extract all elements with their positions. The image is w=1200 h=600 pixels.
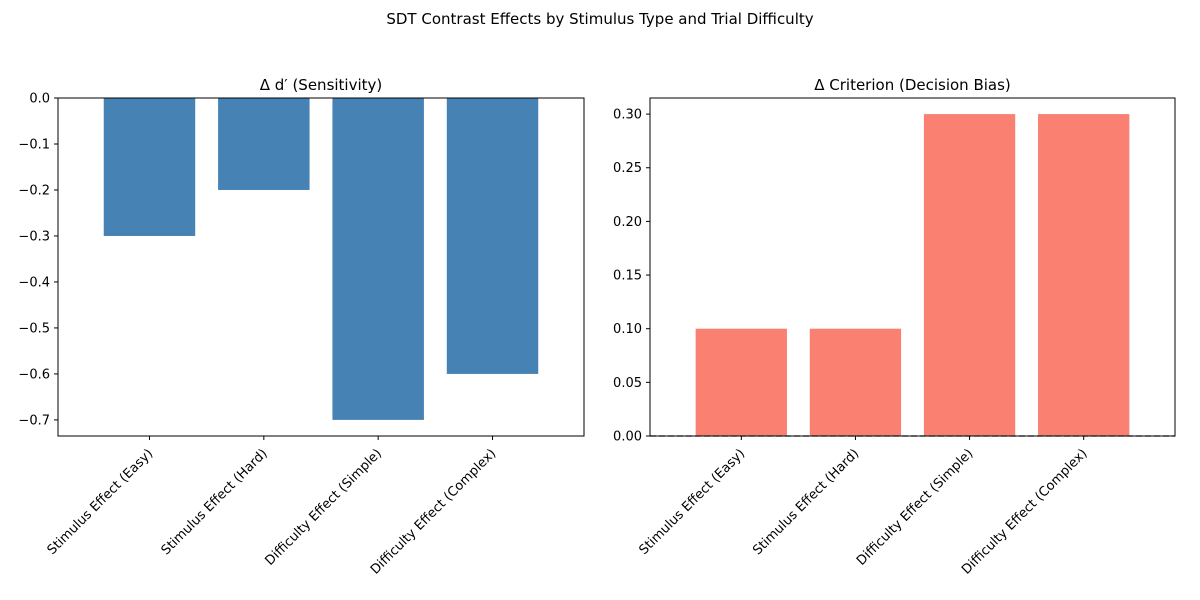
y-tick-label: 0.0	[29, 92, 50, 107]
axes-frame	[649, 97, 1176, 437]
bar-difficulty-complex	[446, 98, 539, 374]
chart-delta-criterion: Δ Criterion (Decision Bias) 0.00 0.05 0.10 0…	[613, 76, 1176, 578]
x-tick-label-difficulty-complex: Difficulty Effect (Complex)	[368, 446, 499, 577]
x-tick-label-difficulty-simple: Difficulty Effect (Simple)	[263, 446, 385, 568]
x-tick-label-stimulus-hard: Stimulus Effect (Hard)	[159, 446, 271, 558]
bar-stimulus-easy	[695, 328, 787, 436]
y-tick-label: 0.15	[613, 269, 642, 284]
y-tick-label: −0.6	[18, 367, 50, 382]
chart-delta-dprime: Δ d′ (Sensitivity) 0.0 −0.1 −0.2 −0.3 −0.4 −0.…	[18, 76, 585, 578]
y-tick-label: 0.30	[613, 108, 642, 123]
axes-frame	[57, 97, 585, 437]
y-tick-label: 0.10	[613, 322, 642, 337]
y-tick-label: −0.2	[18, 183, 50, 198]
chart-title: Δ d′ (Sensitivity)	[260, 76, 383, 94]
y-tick-label: −0.7	[18, 413, 50, 428]
bar-stimulus-hard	[218, 98, 310, 190]
figure-suptitle: SDT Contrast Effects by Stimulus Type an…	[386, 10, 813, 28]
y-tick-label: 0.25	[613, 161, 642, 176]
y-tick-label: 0.05	[613, 376, 642, 391]
y-tick-label: 0.00	[613, 430, 642, 445]
bar-stimulus-easy	[103, 98, 196, 236]
y-tick-label: −0.5	[18, 321, 50, 336]
x-tick-label-stimulus-hard: Stimulus Effect (Hard)	[750, 446, 862, 558]
x-tick-label-stimulus-easy: Stimulus Effect (Easy)	[45, 446, 157, 558]
bar-difficulty-simple	[923, 114, 1016, 436]
y-tick-label: −0.4	[18, 275, 50, 290]
x-tick-label-stimulus-easy: Stimulus Effect (Easy)	[636, 446, 748, 558]
bar-difficulty-complex	[1038, 114, 1130, 436]
bar-stimulus-hard	[809, 328, 902, 436]
y-tick-label: 0.20	[613, 215, 642, 230]
bar-difficulty-simple	[332, 98, 424, 420]
x-tick-label-difficulty-complex: Difficulty Effect (Complex)	[959, 446, 1090, 577]
y-tick-label: −0.1	[18, 137, 50, 152]
y-tick-label: −0.3	[18, 229, 50, 244]
chart-title: Δ Criterion (Decision Bias)	[814, 76, 1011, 94]
x-tick-label-difficulty-simple: Difficulty Effect (Simple)	[854, 446, 976, 568]
